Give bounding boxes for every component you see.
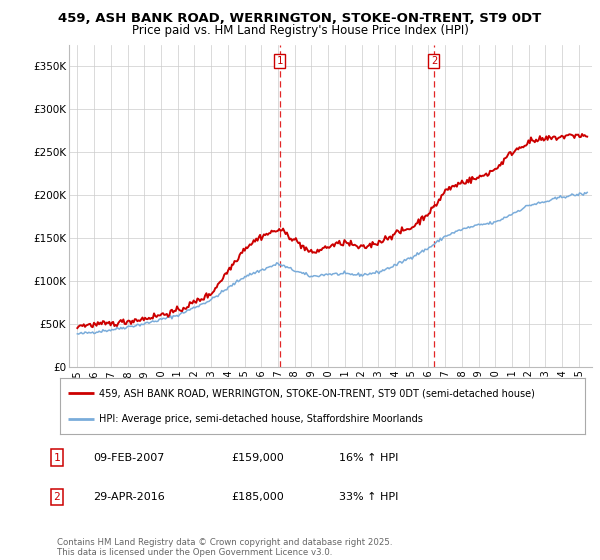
Text: 2: 2 — [53, 492, 61, 502]
Text: 29-APR-2016: 29-APR-2016 — [93, 492, 165, 502]
Text: 2: 2 — [431, 56, 437, 66]
Text: £159,000: £159,000 — [231, 452, 284, 463]
Text: 459, ASH BANK ROAD, WERRINGTON, STOKE-ON-TRENT, ST9 0DT (semi-detached house): 459, ASH BANK ROAD, WERRINGTON, STOKE-ON… — [100, 388, 535, 398]
Text: HPI: Average price, semi-detached house, Staffordshire Moorlands: HPI: Average price, semi-detached house,… — [100, 414, 423, 424]
Text: £185,000: £185,000 — [231, 492, 284, 502]
Text: 1: 1 — [53, 452, 61, 463]
Text: Contains HM Land Registry data © Crown copyright and database right 2025.
This d: Contains HM Land Registry data © Crown c… — [57, 538, 392, 557]
Text: 33% ↑ HPI: 33% ↑ HPI — [339, 492, 398, 502]
Text: Price paid vs. HM Land Registry's House Price Index (HPI): Price paid vs. HM Land Registry's House … — [131, 24, 469, 36]
Text: 16% ↑ HPI: 16% ↑ HPI — [339, 452, 398, 463]
Text: 459, ASH BANK ROAD, WERRINGTON, STOKE-ON-TRENT, ST9 0DT: 459, ASH BANK ROAD, WERRINGTON, STOKE-ON… — [58, 12, 542, 25]
Text: 1: 1 — [277, 56, 283, 66]
Text: 09-FEB-2007: 09-FEB-2007 — [93, 452, 164, 463]
